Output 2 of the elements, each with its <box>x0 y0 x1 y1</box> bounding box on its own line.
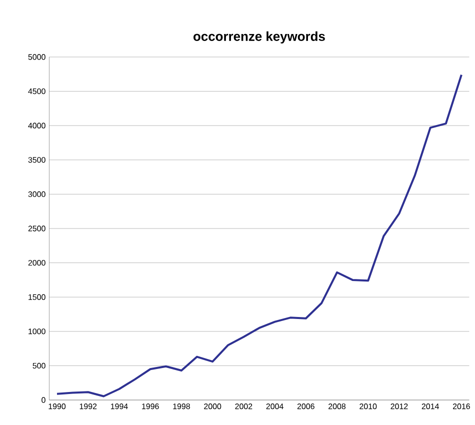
line-series <box>56 74 462 398</box>
chart-title: occorrenze keywords <box>194 31 325 44</box>
